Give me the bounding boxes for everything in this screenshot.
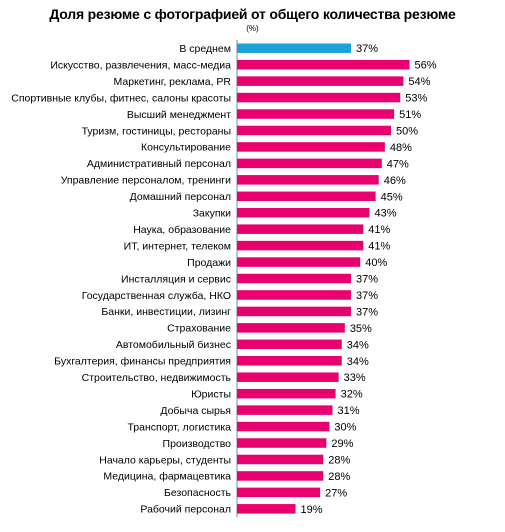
category-label: Закупки (193, 208, 231, 220)
category-label: Искусство, развлечения, масс-медиа (50, 59, 231, 71)
bar (237, 92, 401, 103)
category-label: Транспорт, логистика (127, 421, 231, 433)
bar (237, 207, 370, 218)
value-label: 56% (415, 60, 437, 72)
category-label: Страхование (167, 323, 231, 335)
bar (237, 191, 376, 202)
category-label: Домашний персонал (130, 191, 231, 203)
category-label: Автомобильный бизнес (116, 339, 231, 351)
bars-group (237, 43, 410, 514)
category-label: Рабочий персонал (140, 504, 231, 516)
category-label: Юристы (191, 388, 231, 400)
category-label: Наука, образование (133, 224, 231, 236)
category-label: Административный персонал (87, 158, 231, 170)
bar (237, 421, 330, 432)
category-label: Государственная служба, НКО (82, 290, 231, 302)
value-label: 29% (331, 438, 353, 450)
bar (237, 175, 379, 185)
value-label: 27% (325, 487, 347, 499)
category-label: ИТ, интернет, телеком (124, 240, 231, 252)
value-label: 40% (365, 257, 387, 269)
bar (237, 125, 392, 136)
value-label: 37% (356, 306, 378, 318)
category-label: Банки, инвестиции, лизинг (101, 306, 231, 318)
category-label: Спортивные клубы, фитнес, салоны красоты (11, 92, 231, 104)
bar (237, 339, 342, 350)
category-label: В среднем (179, 43, 231, 55)
bar (237, 224, 364, 234)
bar (237, 290, 351, 300)
bar (237, 438, 327, 448)
bar (237, 356, 342, 366)
value-label: 43% (374, 208, 396, 220)
value-label: 53% (405, 93, 427, 105)
category-label: Бухгалтерия, финансы предприятия (54, 356, 231, 368)
value-label: 46% (384, 175, 406, 187)
category-label: Маркетинг, реклама, PR (114, 76, 232, 88)
value-label: 31% (338, 405, 360, 417)
bar (237, 142, 385, 152)
value-label: 19% (301, 504, 323, 516)
value-label: 28% (328, 471, 350, 483)
bar (237, 59, 410, 70)
value-label: 32% (341, 389, 363, 401)
category-label: Производство (163, 438, 232, 450)
value-label: 54% (408, 76, 430, 88)
value-labels-group: 37% 56% 54% 53% 51% 50% 48% 47% 46% 45% 43% 41% 41% 4… (301, 43, 437, 516)
category-label: Медицина, фармацевтика (103, 471, 231, 483)
category-label: Начало карьеры, студенты (99, 454, 231, 466)
value-label: 30% (334, 422, 356, 434)
value-label: 34% (347, 356, 369, 368)
value-label: 33% (344, 372, 366, 384)
category-label: Строительство, недвижимость (82, 372, 232, 384)
bar (237, 43, 351, 53)
category-label: Туризм, гостиницы, рестораны (82, 125, 231, 137)
value-label: 35% (350, 323, 372, 335)
value-label: 47% (387, 158, 409, 170)
bar (237, 76, 404, 86)
value-label: 37% (356, 274, 378, 286)
value-label: 51% (399, 109, 421, 121)
bar (237, 109, 395, 119)
value-label: 41% (368, 241, 390, 253)
category-label: Консультирование (141, 142, 231, 154)
category-label: Добыча сырья (160, 405, 231, 417)
value-label: 37% (356, 43, 378, 55)
bar (237, 257, 361, 267)
bar (237, 273, 351, 284)
bar (237, 487, 321, 498)
bar (237, 372, 339, 382)
bar (237, 454, 324, 465)
value-label: 48% (390, 142, 412, 154)
value-label: 50% (396, 125, 418, 137)
bar (237, 405, 333, 415)
bar (237, 388, 336, 399)
bar (237, 323, 345, 333)
category-label: Инсталляция и сервис (121, 273, 231, 285)
value-label: 41% (368, 224, 390, 236)
category-labels-group: В среднем Искусство, развлечения, масс-ме… (11, 43, 231, 516)
category-label: Безопасность (164, 487, 232, 499)
value-label: 28% (328, 454, 350, 466)
bar (237, 504, 296, 514)
bar (237, 471, 324, 481)
value-label: 34% (347, 339, 369, 351)
chart-title: Доля резюме с фотографией от общего коли… (49, 6, 456, 22)
category-label: Продажи (187, 257, 231, 269)
value-label: 37% (356, 290, 378, 302)
bar (237, 158, 382, 169)
chart-subtitle: (%) (246, 24, 259, 33)
category-label: Высший менеджмент (127, 109, 231, 121)
value-label: 45% (381, 191, 403, 203)
bar (237, 306, 351, 317)
bar (237, 240, 364, 251)
category-label: Управление персоналом, тренинги (61, 175, 231, 187)
